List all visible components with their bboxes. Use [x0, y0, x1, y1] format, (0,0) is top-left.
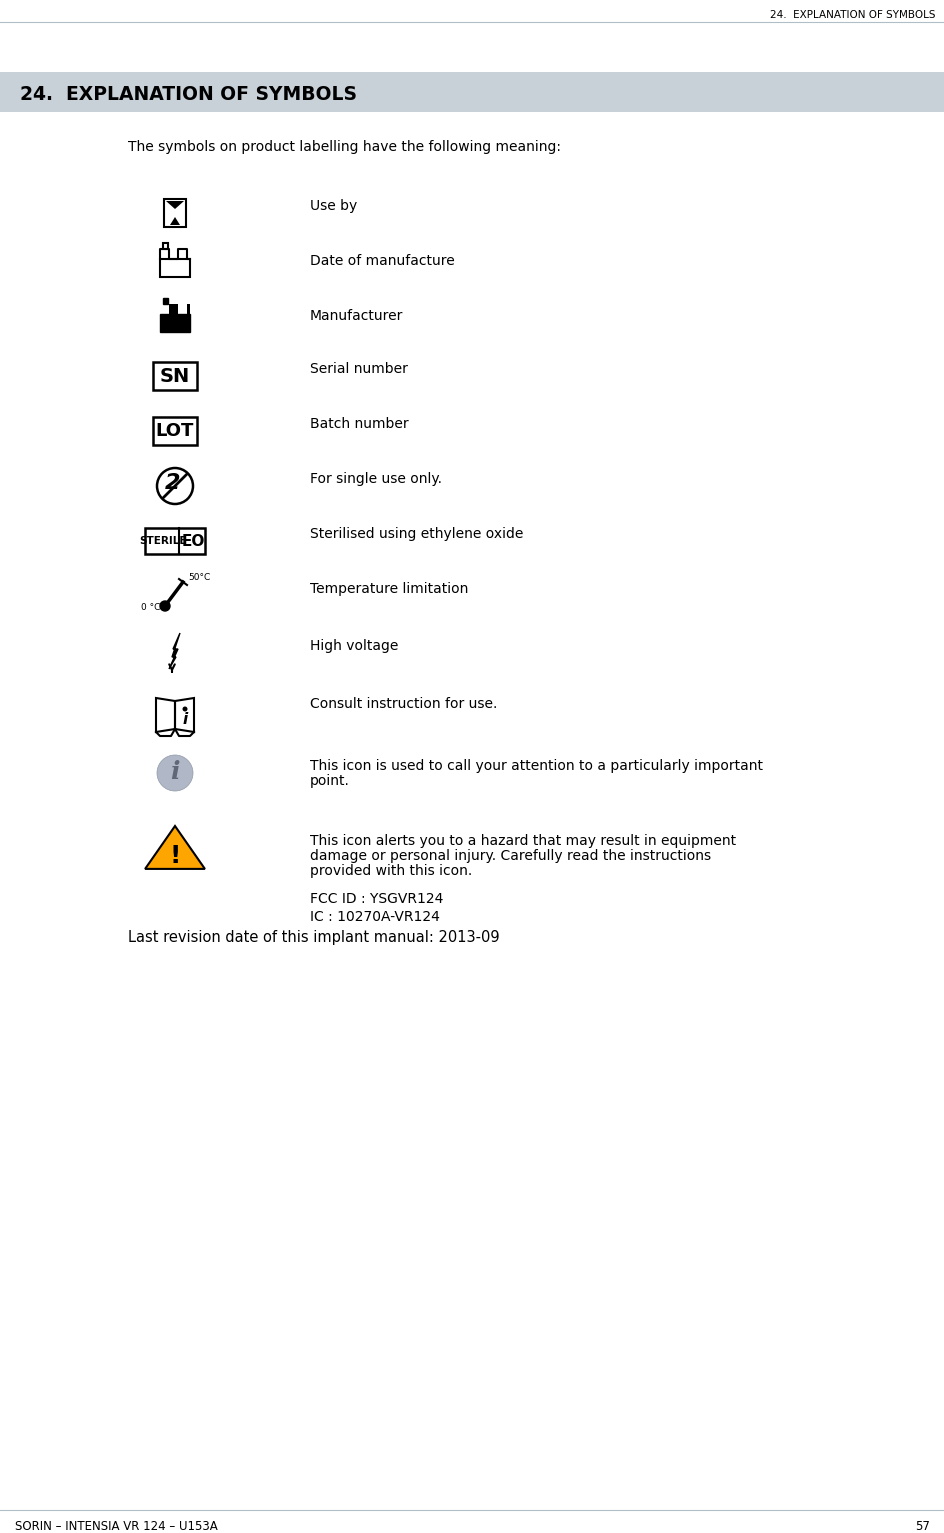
Text: 57: 57 [914, 1521, 929, 1533]
Bar [160, 259, 190, 277]
Text: Consult instruction for use.: Consult instruction for use. [310, 698, 497, 711]
Text: Last revision date of this implant manual: 2013-09: Last revision date of this implant manua… [127, 931, 499, 944]
Bar [160, 314, 190, 333]
Polygon shape [145, 826, 205, 869]
Text: i: i [170, 760, 179, 783]
Circle shape [182, 707, 187, 711]
Bar [164, 199, 186, 227]
Circle shape [160, 601, 170, 612]
Text: FCC ID : YSGVR124: FCC ID : YSGVR124 [310, 892, 443, 906]
Text: 2: 2 [165, 474, 180, 494]
Bar [153, 362, 196, 389]
Text: 24.  EXPLANATION OF SYMBOLS: 24. EXPLANATION OF SYMBOLS [20, 84, 357, 104]
Text: Batch number: Batch number [310, 417, 408, 431]
Polygon shape [169, 633, 179, 668]
Text: SN: SN [160, 366, 190, 385]
Text: This icon alerts you to a hazard that may result in equipment: This icon alerts you to a hazard that ma… [310, 834, 735, 848]
Polygon shape [170, 218, 179, 225]
Polygon shape [166, 201, 184, 208]
Text: For single use only.: For single use only. [310, 472, 442, 486]
Bar [0, 72, 944, 112]
Polygon shape [160, 304, 190, 314]
Text: The symbols on product labelling have the following meaning:: The symbols on product labelling have th… [127, 140, 561, 153]
Text: Date of manufacture: Date of manufacture [310, 254, 454, 268]
Text: damage or personal injury. Carefully read the instructions: damage or personal injury. Carefully rea… [310, 849, 711, 863]
Text: !: ! [169, 843, 180, 868]
Text: Use by: Use by [310, 199, 357, 213]
Circle shape [157, 754, 193, 791]
Text: Serial number: Serial number [310, 362, 408, 376]
Text: Sterilised using ethylene oxide: Sterilised using ethylene oxide [310, 527, 523, 541]
Text: 50°C: 50°C [188, 573, 210, 583]
Bar [153, 417, 196, 445]
Text: i: i [182, 711, 188, 727]
Bar [162, 244, 168, 248]
Text: 24.  EXPLANATION OF SYMBOLS: 24. EXPLANATION OF SYMBOLS [768, 11, 934, 20]
Text: EO: EO [181, 533, 205, 549]
Text: Manufacturer: Manufacturer [310, 310, 403, 323]
Bar [162, 297, 168, 304]
Text: point.: point. [310, 774, 349, 788]
Text: Temperature limitation: Temperature limitation [310, 583, 468, 596]
Bar [144, 527, 205, 553]
Text: provided with this icon.: provided with this icon. [310, 865, 472, 878]
Text: LOT: LOT [156, 422, 194, 440]
Text: High voltage: High voltage [310, 639, 398, 653]
Text: This icon is used to call your attention to a particularly important: This icon is used to call your attention… [310, 759, 762, 773]
Text: STERILE: STERILE [139, 537, 187, 546]
Text: 0 °C: 0 °C [142, 604, 160, 613]
Text: IC : 10270A-VR124: IC : 10270A-VR124 [310, 911, 439, 924]
Text: SORIN – INTENSIA VR 124 – U153A: SORIN – INTENSIA VR 124 – U153A [15, 1521, 217, 1533]
